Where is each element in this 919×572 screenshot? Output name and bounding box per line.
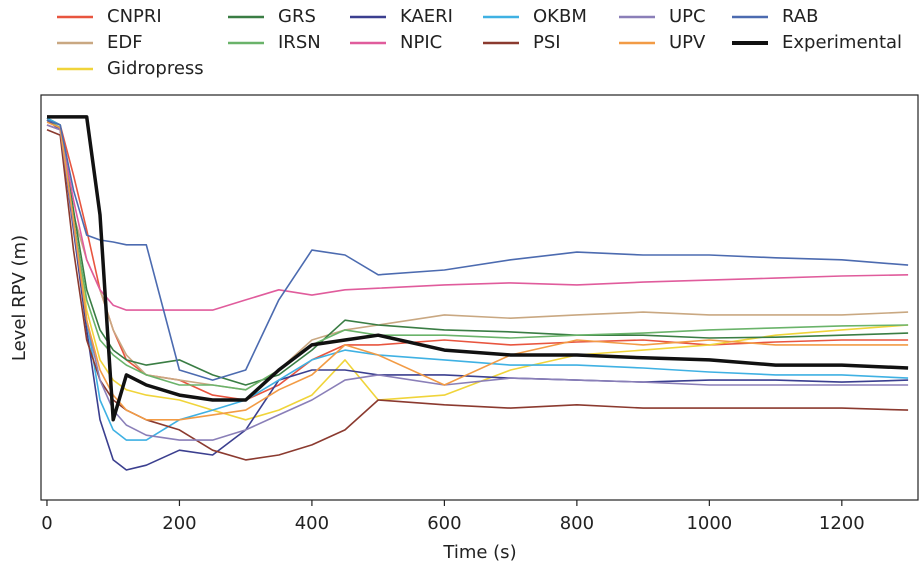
x-tick-label: 200	[162, 513, 196, 534]
legend-label: Experimental	[782, 32, 902, 53]
series-line	[46, 117, 909, 401]
x-tick-label: 800	[560, 513, 594, 534]
series-line	[46, 124, 909, 441]
x-axis-label: Time (s)	[442, 542, 516, 563]
series-line	[46, 117, 909, 441]
y-axis-label: Level RPV (m)	[9, 235, 30, 361]
x-tick-label: 0	[41, 513, 52, 534]
plot-frame	[40, 94, 919, 501]
legend-label: Gidropress	[107, 58, 204, 79]
legend-label: CNPRI	[107, 6, 162, 27]
x-tick-label: 400	[295, 513, 329, 534]
series-line	[46, 124, 909, 311]
series-line	[46, 119, 909, 381]
x-tick-label: 600	[427, 513, 461, 534]
legend-label: RAB	[782, 6, 818, 27]
legend-label: IRSN	[278, 32, 321, 53]
legend-label: OKBM	[533, 6, 587, 27]
legend-label: UPV	[669, 32, 706, 53]
legend-label: EDF	[107, 32, 143, 53]
legend-label: PSI	[533, 32, 561, 53]
x-tick-label: 1000	[686, 513, 732, 534]
legend-label: KAERI	[400, 6, 453, 27]
series-line	[46, 121, 909, 421]
series-line	[47, 115, 909, 422]
x-tick-label: 1200	[819, 513, 865, 534]
legend-label: GRS	[278, 6, 316, 27]
series-line	[46, 117, 909, 386]
legend-label: UPC	[669, 6, 706, 27]
legend-label: NPIC	[400, 32, 442, 53]
series-line	[46, 119, 909, 391]
series-line	[46, 119, 909, 421]
series-line	[46, 129, 909, 461]
series-line	[46, 119, 909, 471]
